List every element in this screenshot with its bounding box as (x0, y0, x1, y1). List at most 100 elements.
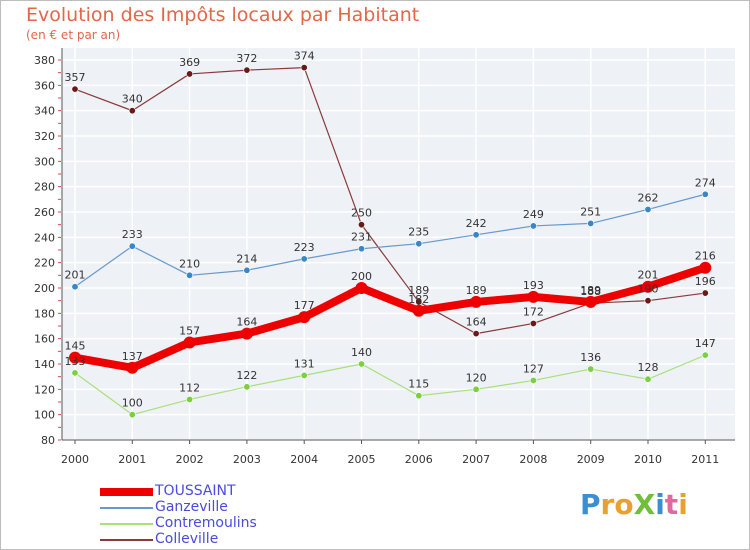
data-point (69, 351, 81, 364)
data-label: 137 (122, 350, 143, 363)
data-label: 164 (466, 316, 487, 329)
series-line-contremoulins (74, 354, 706, 416)
data-label: 120 (466, 371, 487, 384)
data-label: 357 (65, 71, 86, 84)
x-tick-label: 2008 (519, 453, 547, 466)
data-label: 223 (294, 241, 315, 254)
x-tick-label: 2004 (290, 453, 318, 466)
data-point (472, 330, 480, 338)
data-point (186, 395, 194, 403)
data-point (701, 190, 709, 198)
x-tick-label: 2002 (176, 453, 204, 466)
data-label: 214 (236, 252, 257, 265)
data-label: 251 (580, 205, 601, 218)
y-tick-label: 280 (34, 181, 55, 194)
data-point (415, 240, 423, 248)
data-label: 201 (638, 269, 659, 282)
data-label: 262 (638, 191, 659, 204)
data-point (529, 319, 537, 327)
data-point (71, 283, 79, 291)
data-label: 100 (122, 397, 143, 410)
x-tick-label: 2007 (462, 453, 490, 466)
data-point (587, 365, 595, 373)
data-point (415, 392, 423, 400)
x-tick-label: 2011 (691, 453, 719, 466)
data-point (644, 297, 652, 305)
y-tick-label: 380 (34, 54, 55, 67)
x-tick-label: 2005 (348, 453, 376, 466)
data-point (128, 411, 136, 419)
data-point (699, 261, 712, 274)
proxiti-logo: ProXiti (580, 488, 688, 521)
data-label: 231 (351, 231, 372, 244)
data-point (357, 245, 365, 253)
data-label: 235 (408, 226, 429, 239)
data-point (300, 371, 308, 379)
legend-label-colleville: Colleville (155, 531, 219, 547)
data-label: 136 (580, 351, 601, 364)
data-point (355, 282, 368, 294)
data-point (642, 280, 654, 293)
data-point (529, 376, 537, 384)
data-point (644, 375, 652, 383)
plot-area (62, 48, 735, 440)
data-point (472, 385, 480, 393)
data-point (584, 295, 597, 308)
y-tick-label: 340 (34, 105, 55, 118)
data-label: 189 (466, 284, 487, 297)
data-label: 147 (695, 337, 716, 350)
chart-subtitle: (en € et par an) (26, 28, 121, 42)
y-tick-label: 320 (34, 130, 55, 143)
data-label: 190 (638, 283, 659, 296)
data-label: 164 (236, 316, 257, 329)
data-point (701, 351, 709, 359)
data-point (412, 304, 425, 317)
data-point (240, 327, 253, 340)
x-tick-label: 2006 (405, 453, 433, 466)
data-label: 112 (179, 381, 200, 394)
data-point (527, 290, 540, 303)
data-label: 201 (65, 269, 86, 282)
data-point (529, 222, 537, 230)
y-tick-label: 80 (41, 434, 55, 447)
data-label: 115 (408, 378, 429, 391)
y-tick-label: 240 (34, 231, 55, 244)
series-line-toussaint (74, 263, 707, 372)
data-point (186, 271, 194, 279)
data-point (243, 266, 251, 274)
data-label: 122 (236, 369, 257, 382)
chart-title: Evolution des Impôts locaux par Habitant (26, 4, 420, 26)
data-label: 133 (65, 355, 86, 368)
data-label: 131 (294, 357, 315, 370)
data-label: 188 (580, 285, 601, 298)
data-label: 374 (294, 50, 315, 63)
data-label: 127 (523, 362, 544, 375)
data-label: 216 (695, 250, 716, 263)
data-point (186, 70, 194, 78)
legend-label-toussaint: TOUSSAINT (155, 483, 236, 499)
data-label: 193 (523, 279, 544, 292)
data-label: 233 (122, 228, 143, 241)
y-tick-label: 100 (34, 409, 55, 422)
data-point (357, 360, 365, 368)
data-label: 372 (236, 52, 257, 65)
y-tick-label: 160 (34, 333, 55, 346)
x-tick-label: 2010 (634, 453, 662, 466)
data-label: 369 (179, 56, 200, 69)
data-label: 157 (179, 324, 200, 337)
y-tick-label: 300 (34, 155, 55, 168)
series-line-ganzeville (74, 193, 706, 288)
data-label: 249 (523, 208, 544, 221)
data-label: 200 (351, 270, 372, 283)
data-point (243, 383, 251, 391)
data-label: 340 (122, 93, 143, 106)
data-label: 274 (695, 176, 716, 189)
y-tick-label: 140 (34, 358, 55, 371)
y-tick-label: 200 (34, 282, 55, 295)
data-label: 182 (408, 293, 429, 306)
x-tick-label: 2000 (61, 453, 89, 466)
legend-label-ganzeville: Ganzeville (155, 499, 228, 515)
y-tick-label: 220 (34, 257, 55, 270)
data-label: 196 (695, 275, 716, 288)
